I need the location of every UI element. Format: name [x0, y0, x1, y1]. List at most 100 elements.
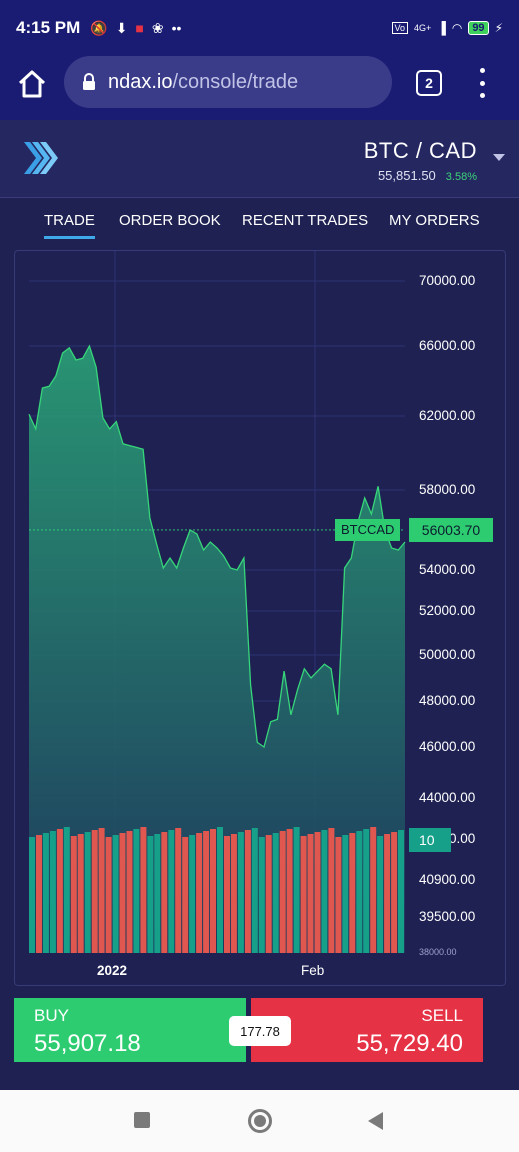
volume-bar	[237, 832, 244, 953]
ndax-logo-icon[interactable]	[22, 138, 58, 178]
volume-bar	[217, 827, 223, 953]
network-type: 4G+	[414, 23, 432, 33]
volume-bar	[168, 830, 175, 953]
volte-icon: Vo	[391, 22, 409, 34]
tab-my-orders[interactable]: MY ORDERS	[389, 212, 480, 229]
home-nav-icon[interactable]	[248, 1109, 272, 1133]
volume-bar	[98, 828, 105, 953]
download-icon: ⬇	[115, 19, 128, 36]
home-icon[interactable]	[16, 68, 48, 100]
volume-bar	[244, 830, 251, 953]
y-axis-label: 70000.00	[419, 273, 476, 288]
buy-label: BUY	[34, 1006, 69, 1025]
chevron-down-icon[interactable]	[493, 154, 505, 161]
y-axis-label: 46000.00	[419, 739, 476, 754]
status-time: 4:15 PM	[16, 18, 81, 37]
back-icon[interactable]	[368, 1112, 383, 1130]
volume-bar	[91, 830, 98, 953]
volume-bar	[140, 827, 147, 953]
volume-bar	[279, 831, 286, 953]
mute-icon: 🔕	[90, 19, 108, 36]
spread-badge: 177.78	[229, 1016, 291, 1046]
volume-bar	[356, 831, 363, 953]
volume-bar	[161, 832, 168, 953]
y-axis-label: 58000.00	[419, 482, 476, 497]
url-path: /console/trade	[172, 70, 299, 93]
volume-bar	[307, 834, 314, 953]
volume-bar	[36, 835, 42, 953]
sell-price: 55,729.40	[356, 1030, 463, 1057]
y-axis-label: 66000.00	[419, 338, 476, 353]
lock-icon	[83, 73, 95, 90]
y-axis-label: 48000.00	[419, 693, 476, 708]
sell-label: SELL	[421, 1006, 463, 1025]
volume-bar	[77, 834, 84, 953]
volume-bar	[384, 834, 391, 953]
volume-bar	[42, 833, 49, 953]
price-line	[28, 344, 406, 749]
volume-bar	[391, 832, 398, 953]
buy-button[interactable]: BUY 55,907.18	[14, 998, 246, 1062]
volume-bar	[147, 836, 154, 953]
fan-icon: ❀	[151, 19, 164, 36]
sell-button[interactable]: SELL 55,729.40	[251, 998, 483, 1062]
current-price-tag: 56003.70	[409, 517, 493, 542]
price-area	[29, 346, 405, 953]
y-axis-label: 39500.00	[419, 909, 476, 924]
volume-bar	[349, 833, 356, 953]
volume-bar	[328, 828, 335, 953]
more-menu-icon[interactable]	[476, 68, 488, 98]
volume-tag: 10	[409, 828, 451, 852]
tab-switcher-button[interactable]: 2	[416, 70, 442, 96]
pair-selector[interactable]: BTC / CAD 55,851.50 3.58%	[364, 138, 477, 183]
volume-bar	[182, 837, 189, 953]
price-change: 3.58%	[445, 171, 477, 183]
trade-nav: TRADE ORDER BOOK RECENT TRADES MY ORDERS	[0, 198, 519, 246]
price-chart[interactable]: 70000.00 66000.00 62000.00 58000.00 54000.00…	[14, 250, 506, 986]
more-notifications-icon: ••	[171, 20, 182, 36]
battery-icon: 99	[468, 21, 489, 35]
volume-bar	[56, 829, 63, 953]
volume-bar	[321, 830, 328, 953]
y-axis-label: 62000.00	[419, 408, 476, 423]
volume-bar	[314, 832, 321, 953]
volume-bar	[112, 835, 119, 953]
pair-name: BTC / CAD	[363, 138, 477, 163]
recents-icon[interactable]	[134, 1112, 150, 1128]
volume-bar	[49, 831, 56, 953]
browser-toolbar: ndax.io/console/trade 2	[0, 56, 519, 120]
last-price: 55,851.50	[377, 168, 436, 183]
tab-order-book[interactable]: ORDER BOOK	[119, 212, 221, 229]
volume-bar	[293, 827, 300, 953]
y-axis-label: 44000.00	[419, 790, 476, 805]
volume-bar	[272, 833, 279, 953]
tab-trade[interactable]: TRADE	[44, 212, 95, 239]
y-axis-label: 38000.00	[419, 947, 457, 957]
system-navigation-bar	[0, 1090, 519, 1152]
x-axis-label: Feb	[301, 963, 325, 978]
url-host: ndax.io	[108, 70, 173, 93]
x-axis-label: 2022	[97, 963, 128, 978]
status-bar: 4:15 PM 🔕 ⬇ ■ ❀ •• Vo 4G+ ▐ ◠ 99 ⚡	[0, 0, 519, 56]
symbol-tag: BTCCAD	[335, 518, 401, 541]
tab-recent-trades[interactable]: RECENT TRADES	[242, 212, 369, 229]
volume-bar	[210, 829, 216, 953]
volume-bar	[377, 836, 384, 953]
app-notification-icon: ■	[135, 20, 144, 36]
volume-bar	[224, 836, 230, 953]
address-bar[interactable]: ndax.io/console/trade	[64, 56, 392, 108]
volume-bar	[258, 837, 265, 953]
volume-bar	[370, 827, 377, 953]
volume-bar	[196, 833, 203, 953]
chart-canvas[interactable]	[15, 251, 506, 986]
y-axis-label: 50000.00	[419, 647, 476, 662]
volume-bar	[335, 837, 342, 953]
volume-bar	[119, 833, 126, 953]
volume-bar	[251, 828, 258, 953]
app-header: BTC / CAD 55,851.50 3.58%	[0, 120, 519, 198]
volume-bar	[230, 834, 237, 953]
volume-bar	[189, 835, 196, 953]
charging-icon: ⚡	[494, 21, 503, 35]
volume-bar	[70, 836, 77, 953]
buy-price: 55,907.18	[34, 1030, 141, 1057]
